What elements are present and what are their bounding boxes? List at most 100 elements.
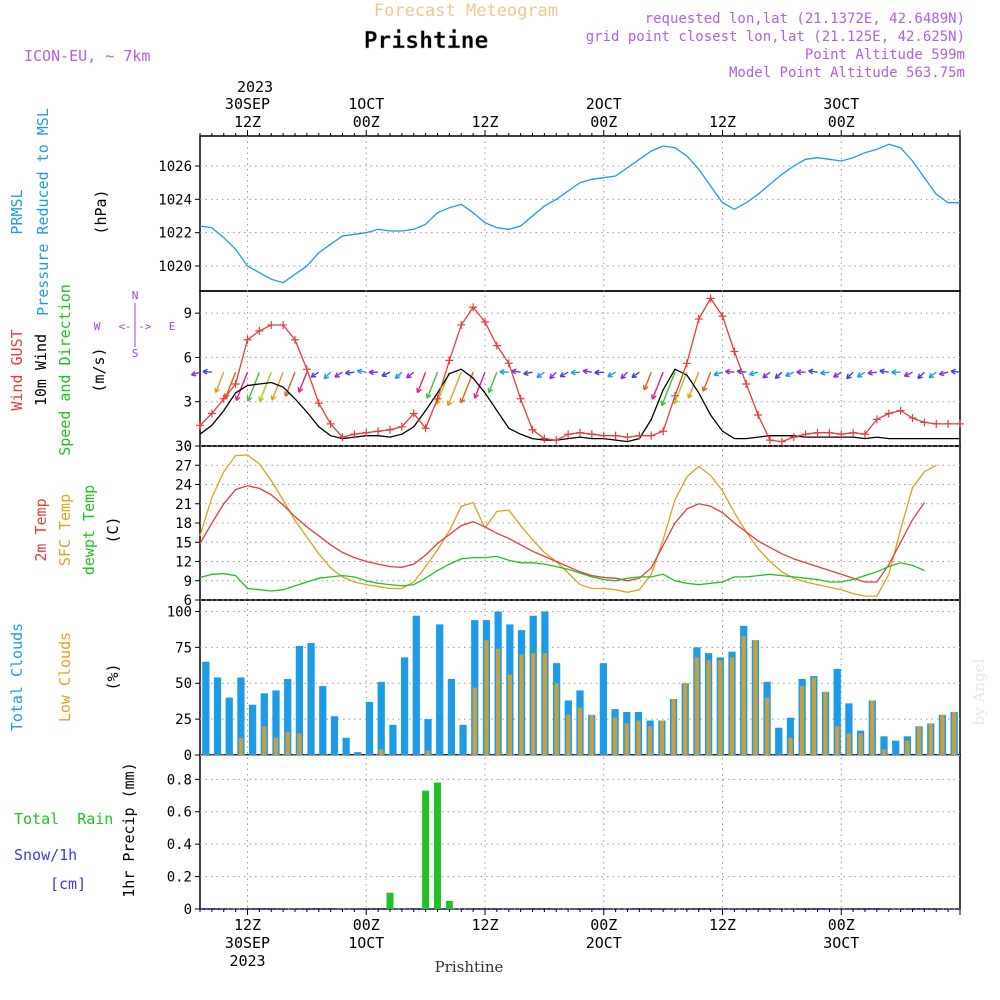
gust-marker [516, 394, 525, 403]
wind-arrow-head [345, 369, 351, 376]
low-cloud-bar [496, 648, 501, 755]
wind-arrow-head [406, 372, 412, 379]
pressure-line [199, 143, 960, 284]
wind-arrow-shaft [620, 371, 628, 380]
wind-arrow-shaft [939, 371, 949, 375]
low-cloud-bar [612, 717, 618, 755]
total-cloud-bar [342, 737, 350, 755]
wind-arrow-shaft [310, 371, 320, 378]
y-tick-label: 12 [175, 555, 192, 571]
wind-arrow-head [833, 372, 839, 378]
total-cloud-bar [845, 703, 853, 755]
gust-marker [207, 409, 216, 418]
y-tick-label: 18 [175, 516, 192, 532]
wind-arrow-head [368, 369, 374, 376]
wind-arrow-shaft [247, 371, 261, 402]
y-tick-label: 0.8 [167, 772, 192, 788]
super-title: Forecast Meteogram [374, 1, 558, 21]
gust-marker [267, 320, 276, 329]
wind-arrow-shaft [808, 370, 818, 373]
total-cloud-bar [248, 704, 257, 755]
temp-sfc-label: SFC Temp [56, 494, 74, 566]
low-cloud-bar [659, 720, 664, 755]
low-cloud-bar [858, 733, 863, 755]
gust-marker [825, 428, 834, 437]
y-tick-label: 0.2 [167, 870, 192, 886]
wind-arrow-head [473, 393, 479, 399]
wind-arrow-shaft [323, 371, 332, 380]
wind-y-ticks: 0 3 6 9 [184, 306, 960, 455]
clouds-low-label: Low Clouds [56, 632, 74, 722]
wind-arrow-shaft [917, 371, 925, 379]
sfc-temp-line [199, 454, 937, 597]
low-cloud-bar [484, 640, 489, 755]
gust-marker [908, 413, 917, 422]
low-cloud-bar [285, 732, 290, 755]
wind-arrow-head [234, 395, 241, 402]
total-cloud-bar [319, 686, 327, 755]
wind-gust-markers [196, 294, 964, 446]
pressure-y-ticks: 1020 1022 1024 1026 [158, 159, 960, 275]
low-cloud-bar [835, 726, 840, 755]
wind-arrow-head [938, 370, 945, 377]
total-cloud-bar [599, 663, 608, 755]
gust-marker [564, 430, 573, 439]
wind-arrow-head [594, 369, 600, 376]
precip-snow-label: Snow/1h [14, 846, 77, 864]
y-tick-label: 25 [175, 712, 192, 728]
low-cloud-bar [905, 740, 910, 755]
wind-arrow-head [258, 396, 264, 403]
wind-arrow-shaft [447, 371, 462, 406]
low-cloud-bar [788, 737, 793, 755]
wind-arrow-head [202, 368, 208, 375]
gust-marker [682, 359, 691, 368]
pressure-panel: 1020 1022 1024 1026 PRMSL Pressure Reduced … [8, 108, 960, 316]
low-cloud-bar [741, 635, 746, 755]
low-cloud-bar [928, 723, 933, 755]
gust-marker [492, 341, 501, 350]
low-cloud-bar [671, 699, 676, 755]
bottom-axis-label: 00Z [590, 916, 617, 934]
low-cloud-bar [718, 660, 723, 755]
wind-arrow-head [582, 368, 588, 375]
gust-marker [777, 437, 786, 446]
bottom-axis-label: 3OCT [823, 934, 859, 952]
pressure-label-prmsl: PRMSL [8, 189, 26, 234]
wind-arrow-head [607, 372, 613, 378]
total-cloud-bar [330, 716, 339, 755]
wind-arrow-head [642, 384, 649, 391]
gust-marker [956, 419, 964, 428]
wind-arrow-shaft [549, 371, 557, 380]
y-tick-label: 0.4 [167, 837, 192, 853]
gust-marker [789, 433, 798, 442]
top-hour-label: 12Z [234, 113, 261, 131]
low-cloud-bar [729, 657, 735, 755]
gust-marker [397, 422, 406, 431]
top-date-label: 30SEP [225, 95, 270, 113]
wind-arrow-head [867, 369, 873, 376]
wind-direction-arrows [190, 368, 961, 407]
gust-marker [540, 434, 549, 443]
wind-arrow-head [785, 371, 791, 378]
bottom-axis-label: 2023 [229, 952, 265, 970]
wind-arrow-head [846, 373, 852, 380]
wind-arrow-shaft [426, 371, 439, 399]
gust-marker [386, 425, 394, 434]
rain-bar [386, 892, 394, 909]
pressure-unit: (hPa) [92, 189, 110, 234]
wind-arrow-shaft [702, 371, 712, 392]
gust-marker [469, 303, 478, 312]
wind-arrow-head [310, 372, 317, 378]
cloud-bars [200, 611, 960, 756]
wind-arrow-head [774, 373, 781, 380]
total-cloud-bar [272, 690, 280, 755]
low-cloud-bar [566, 714, 571, 755]
low-cloud-bar [764, 697, 770, 755]
total-cloud-bar [307, 643, 315, 755]
wind-arrow-shaft [474, 371, 486, 399]
model-label: ICON-EU, ~ 7km [24, 47, 150, 65]
gust-marker [314, 399, 323, 408]
wind-arrow-head [856, 372, 863, 378]
bottom-axis-label: 30SEP [225, 934, 270, 952]
total-cloud-bar [237, 677, 245, 755]
